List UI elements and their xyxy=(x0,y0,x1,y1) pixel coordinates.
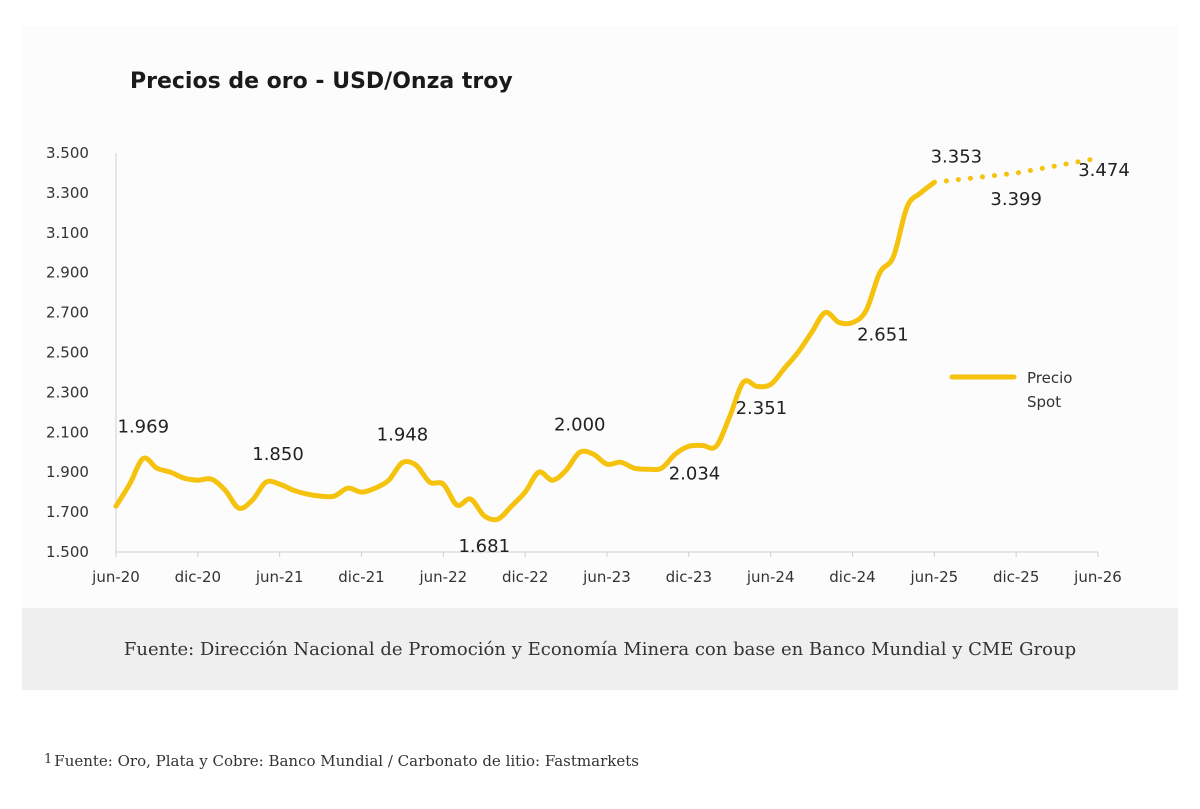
x-tick-label: jun-25 xyxy=(909,568,958,586)
y-tick-label: 1.500 xyxy=(46,543,89,561)
gold-price-chart: Precios de oro - USD/Onza troy 1.500 1.70… xyxy=(46,69,1130,586)
x-tick-label: dic-25 xyxy=(993,568,1039,586)
data-label: 3.353 xyxy=(931,146,983,167)
series-layer xyxy=(113,155,1101,523)
data-label: 2.351 xyxy=(736,398,788,419)
y-tick-label: 1.700 xyxy=(46,503,89,521)
y-tick-label: 3.100 xyxy=(46,224,89,242)
legend-label-line1: Precio xyxy=(1027,369,1072,387)
y-tick-label: 1.900 xyxy=(46,463,89,481)
data-label: 3.474 xyxy=(1078,160,1130,181)
data-label: 1.850 xyxy=(252,444,304,465)
data-label: 1.948 xyxy=(377,425,429,446)
x-tick-label: dic-23 xyxy=(666,568,712,586)
y-tick-label: 2.700 xyxy=(46,304,89,322)
x-tick-label: dic-22 xyxy=(502,568,548,586)
footnote-marker: 1 xyxy=(44,752,53,767)
source-text: Fuente: Dirección Nacional de Promoción … xyxy=(123,638,1077,660)
legend: Precio Spot xyxy=(949,369,1072,411)
data-labels: 1.969 1.850 1.948 1.681 2.000 2.034 2.351 2.651… xyxy=(118,146,1130,557)
data-label: 2.000 xyxy=(554,414,606,435)
y-tick-label: 2.100 xyxy=(46,423,89,441)
y-tick-label: 2.500 xyxy=(46,344,89,362)
data-label: 1.969 xyxy=(118,416,170,437)
data-label: 3.399 xyxy=(990,189,1042,210)
x-tick-label: jun-22 xyxy=(418,568,467,586)
legend-label-line2: Spot xyxy=(1027,393,1061,411)
y-tick-label: 3.300 xyxy=(46,184,89,202)
footnote-text: Fuente: Oro, Plata y Cobre: Banco Mundia… xyxy=(54,752,639,770)
chart-panel: Precios de oro - USD/Onza troy 1.500 1.70… xyxy=(22,26,1178,608)
footnote: 1 Fuente: Oro, Plata y Cobre: Banco Mundi… xyxy=(44,752,639,770)
y-tick-label: 2.900 xyxy=(46,264,89,282)
y-tick-label: 2.300 xyxy=(46,383,89,401)
data-label: 2.651 xyxy=(857,324,909,345)
precio-spot-line xyxy=(113,179,937,523)
data-label: 2.034 xyxy=(669,463,721,484)
x-tick-label: jun-21 xyxy=(255,568,304,586)
source-box: Fuente: Dirección Nacional de Promoción … xyxy=(22,608,1178,690)
x-tick-label: dic-20 xyxy=(175,568,221,586)
forecast-line xyxy=(931,155,1101,185)
y-axis: 1.500 1.700 1.900 2.100 2.300 2.500 2.700 2.900… xyxy=(46,144,117,561)
x-tick-label: jun-24 xyxy=(746,568,795,586)
x-tick-label: dic-24 xyxy=(829,568,875,586)
x-tick-label: jun-26 xyxy=(1073,568,1122,586)
data-label: 1.681 xyxy=(458,536,510,557)
x-tick-label: jun-20 xyxy=(91,568,140,586)
x-axis: jun-20 dic-20 jun-21 dic-21 jun-22 dic-22 jun-… xyxy=(91,551,1122,586)
y-tick-label: 3.500 xyxy=(46,144,89,162)
x-tick-label: jun-23 xyxy=(582,568,631,586)
x-tick-label: dic-21 xyxy=(338,568,384,586)
chart-title: Precios de oro - USD/Onza troy xyxy=(130,69,513,94)
